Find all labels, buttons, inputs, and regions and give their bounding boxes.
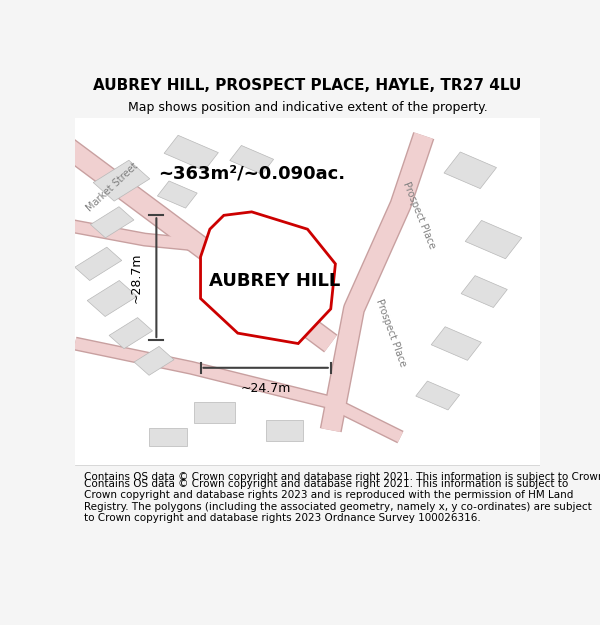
Text: Prospect Place: Prospect Place [401,181,437,250]
Text: AUBREY HILL: AUBREY HILL [209,272,341,290]
FancyBboxPatch shape [444,152,497,189]
FancyBboxPatch shape [75,247,122,281]
Polygon shape [200,212,335,344]
Text: Contains OS data © Crown copyright and database right 2021. This information is : Contains OS data © Crown copyright and d… [84,479,592,523]
Text: AUBREY HILL, PROSPECT PLACE, HAYLE, TR27 4LU: AUBREY HILL, PROSPECT PLACE, HAYLE, TR27… [94,78,521,93]
FancyBboxPatch shape [465,221,522,259]
FancyBboxPatch shape [164,135,218,171]
FancyBboxPatch shape [194,402,235,423]
FancyBboxPatch shape [149,428,187,446]
FancyBboxPatch shape [75,118,540,465]
Text: Prospect Place: Prospect Place [374,298,408,368]
FancyBboxPatch shape [416,381,460,410]
FancyBboxPatch shape [266,420,303,441]
FancyBboxPatch shape [93,160,150,201]
Text: Contains OS data © Crown copyright and database right 2021. This information is : Contains OS data © Crown copyright and d… [84,472,600,482]
FancyBboxPatch shape [87,281,137,316]
FancyBboxPatch shape [109,318,152,349]
FancyBboxPatch shape [431,327,481,361]
Text: ~363m²/~0.090ac.: ~363m²/~0.090ac. [158,165,345,182]
Text: ~24.7m: ~24.7m [241,382,291,394]
FancyBboxPatch shape [461,276,507,308]
FancyBboxPatch shape [134,346,174,375]
FancyBboxPatch shape [230,146,274,174]
Text: Map shows position and indicative extent of the property.: Map shows position and indicative extent… [128,101,487,114]
FancyBboxPatch shape [91,207,134,238]
Text: ~28.7m: ~28.7m [130,253,142,303]
FancyBboxPatch shape [157,181,197,208]
Text: Market Street: Market Street [85,161,140,214]
